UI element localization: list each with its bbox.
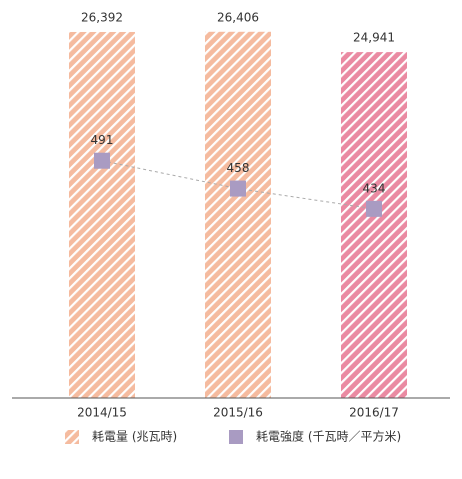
line-marker: [366, 200, 382, 217]
bar: [341, 52, 407, 399]
bar-value-label: 26,406: [217, 10, 259, 24]
x-tick-label: 2016/17: [349, 406, 399, 420]
bar-value-label: 24,941: [353, 31, 395, 45]
legend-swatch: [65, 430, 79, 444]
legend-swatch: [229, 430, 243, 444]
x-tick-label: 2015/16: [213, 406, 263, 420]
bar: [69, 31, 135, 399]
x-tick-label: 2014/15: [77, 406, 127, 420]
line-value-label: 458: [227, 161, 250, 175]
legend-label: 耗電量 (兆瓦時): [92, 430, 177, 444]
line-marker: [94, 152, 110, 169]
line-marker: [230, 180, 246, 197]
line-value-label: 434: [363, 181, 386, 195]
bar-value-label: 26,392: [81, 10, 123, 24]
bar: [205, 31, 271, 399]
line-value-label: 491: [91, 133, 114, 147]
legend-label: 耗電強度 (千瓦時／平方米): [256, 429, 401, 444]
